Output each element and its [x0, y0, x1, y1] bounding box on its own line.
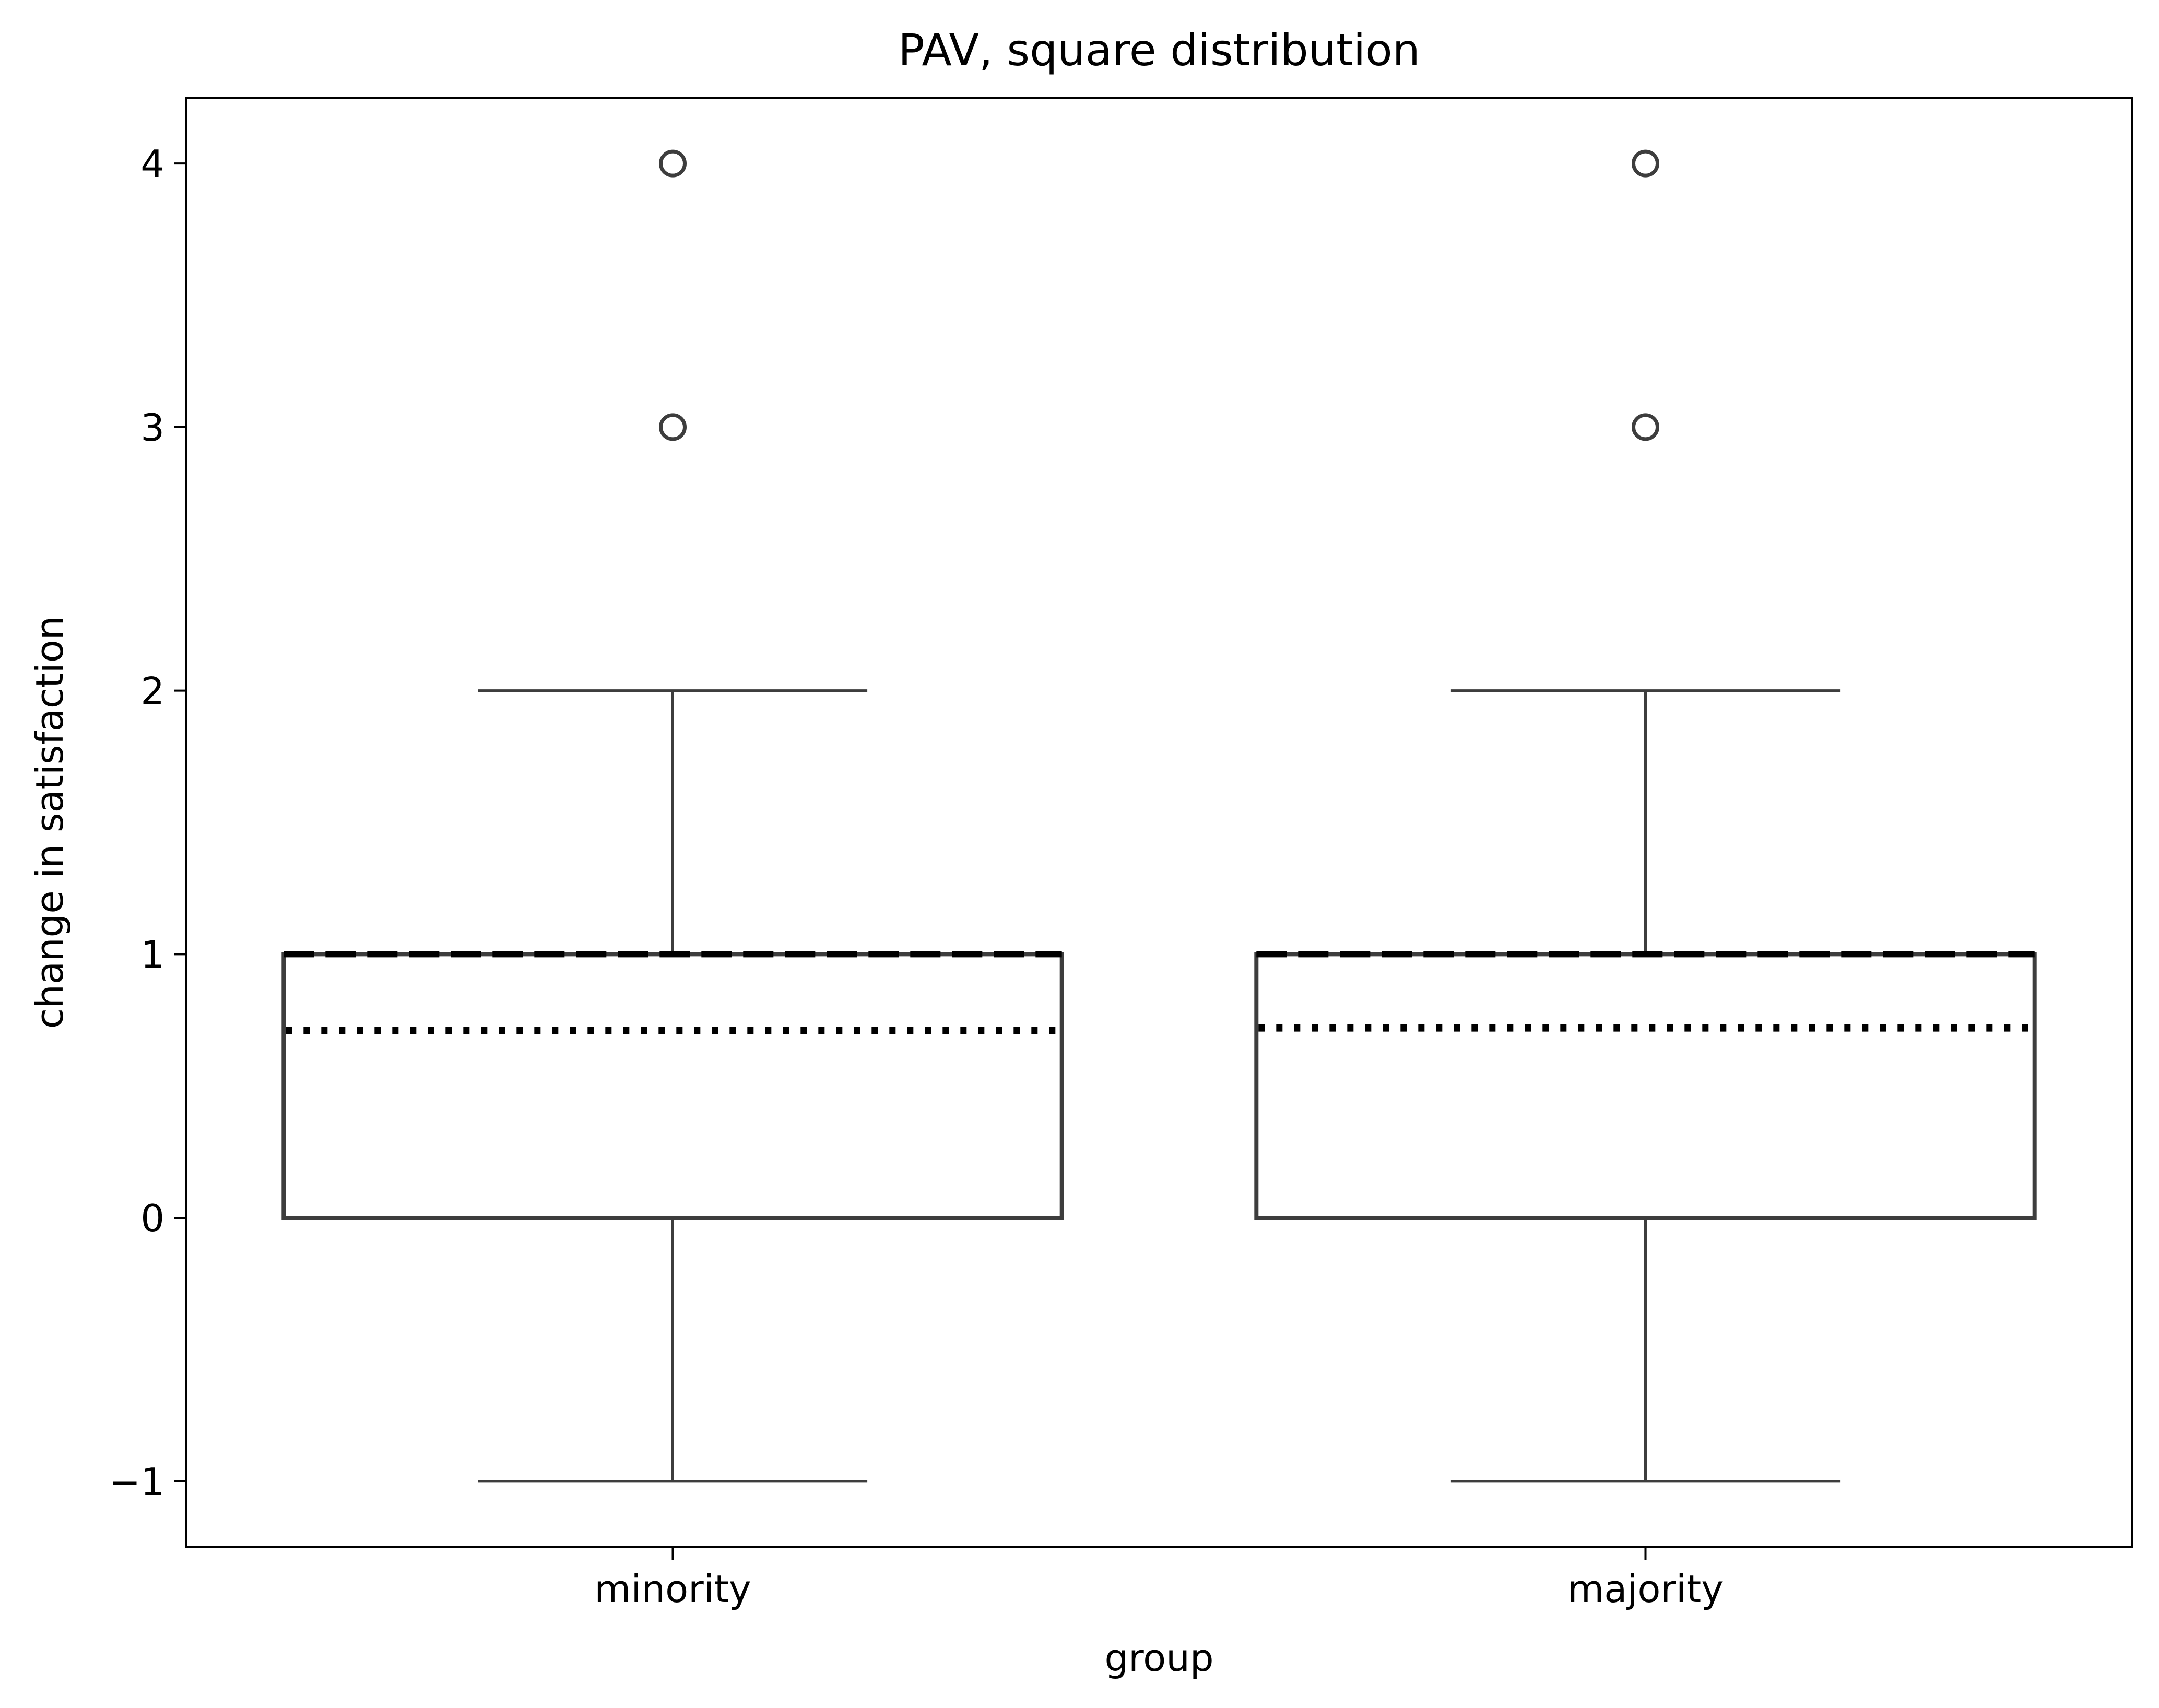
x-tick-label: majority — [1567, 1567, 1724, 1611]
box-majority — [1254, 149, 2037, 1483]
x-tick-label: minority — [594, 1567, 751, 1611]
y-tick-label: 0 — [140, 1196, 164, 1240]
y-tick-label: 1 — [140, 933, 164, 976]
outlier-point — [1632, 149, 1659, 178]
y-axis: −1 0 1 2 3 4 — [109, 142, 186, 1504]
x-axis-label: group — [1104, 1636, 1213, 1680]
outlier-point — [1632, 413, 1659, 441]
y-tick-label: 3 — [140, 406, 164, 450]
plot-frame — [185, 97, 2133, 1548]
outlier-point — [659, 413, 687, 441]
iqr-box — [1254, 952, 2037, 1220]
outlier-point — [659, 149, 687, 178]
x-axis: minority majority — [594, 1547, 1724, 1611]
y-tick-label: −1 — [109, 1460, 164, 1504]
box-minority — [281, 149, 1064, 1483]
y-axis-label: change in satisfaction — [28, 616, 72, 1029]
chart-title: PAV, square distribution — [898, 25, 1420, 76]
y-tick-label: 2 — [140, 669, 164, 713]
boxes-layer — [281, 149, 2037, 1483]
iqr-box — [281, 952, 1064, 1220]
y-tick-label: 4 — [140, 142, 164, 186]
